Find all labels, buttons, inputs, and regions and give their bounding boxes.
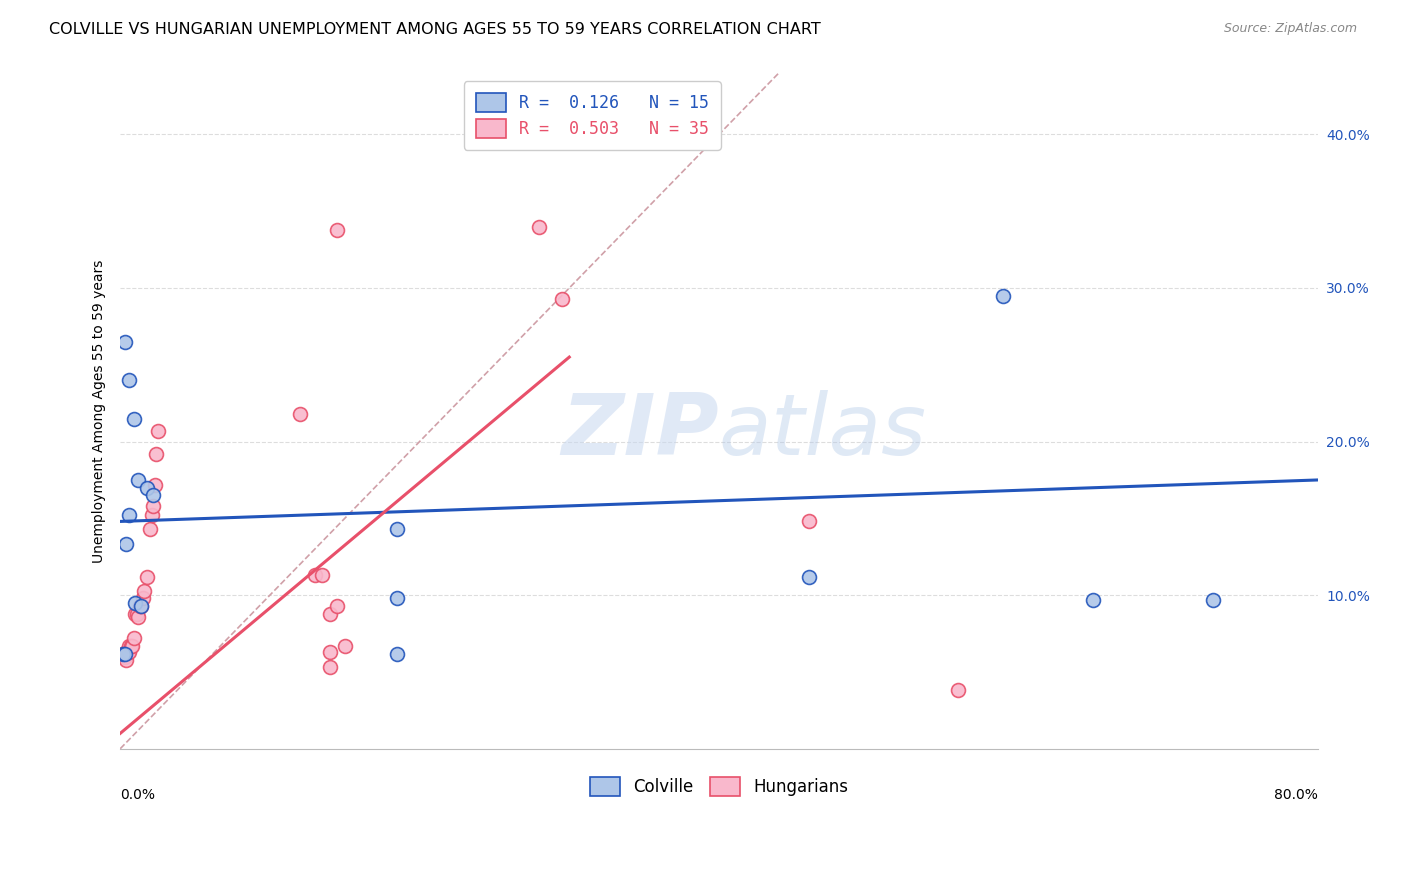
- Point: [326, 222, 349, 236]
- Text: 80.0%: 80.0%: [1274, 788, 1317, 802]
- Text: ZIP: ZIP: [561, 390, 718, 473]
- Point: [129, 599, 152, 613]
- Legend: Colville, Hungarians: Colville, Hungarians: [581, 769, 856, 805]
- Point: [797, 515, 820, 529]
- Point: [115, 645, 138, 659]
- Point: [797, 570, 820, 584]
- Point: [136, 481, 159, 495]
- Point: [319, 607, 342, 621]
- Point: [118, 373, 141, 387]
- Point: [551, 292, 574, 306]
- Point: [145, 447, 167, 461]
- Point: [121, 639, 143, 653]
- Point: [124, 596, 146, 610]
- Point: [112, 647, 135, 661]
- Point: [122, 411, 145, 425]
- Y-axis label: Unemployment Among Ages 55 to 59 years: Unemployment Among Ages 55 to 59 years: [93, 260, 107, 563]
- Point: [304, 568, 326, 582]
- Point: [122, 631, 145, 645]
- Point: [127, 609, 149, 624]
- Point: [311, 568, 333, 582]
- Point: [385, 591, 408, 606]
- Point: [112, 647, 135, 661]
- Point: [114, 334, 136, 349]
- Point: [125, 607, 148, 621]
- Point: [124, 607, 146, 621]
- Point: [134, 583, 156, 598]
- Point: [115, 653, 138, 667]
- Text: atlas: atlas: [718, 390, 927, 473]
- Point: [319, 645, 342, 659]
- Point: [129, 599, 152, 613]
- Text: 0.0%: 0.0%: [121, 788, 155, 802]
- Point: [1202, 592, 1225, 607]
- Point: [333, 639, 356, 653]
- Point: [131, 591, 153, 606]
- Point: [136, 570, 159, 584]
- Point: [127, 473, 149, 487]
- Point: [993, 288, 1015, 302]
- Point: [114, 649, 136, 664]
- Point: [146, 424, 169, 438]
- Point: [120, 639, 142, 653]
- Text: COLVILLE VS HUNGARIAN UNEMPLOYMENT AMONG AGES 55 TO 59 YEARS CORRELATION CHART: COLVILLE VS HUNGARIAN UNEMPLOYMENT AMONG…: [49, 22, 821, 37]
- Point: [142, 488, 165, 502]
- Point: [118, 639, 141, 653]
- Point: [529, 219, 551, 234]
- Point: [118, 508, 141, 523]
- Point: [118, 645, 141, 659]
- Point: [141, 508, 163, 523]
- Point: [1083, 592, 1105, 607]
- Point: [114, 647, 136, 661]
- Point: [143, 477, 166, 491]
- Point: [142, 499, 165, 513]
- Point: [319, 660, 342, 674]
- Point: [115, 537, 138, 551]
- Point: [117, 645, 139, 659]
- Point: [139, 522, 162, 536]
- Point: [288, 407, 311, 421]
- Point: [385, 647, 408, 661]
- Point: [948, 683, 970, 698]
- Point: [385, 522, 408, 536]
- Point: [326, 599, 349, 613]
- Text: Source: ZipAtlas.com: Source: ZipAtlas.com: [1223, 22, 1357, 36]
- Point: [128, 599, 150, 613]
